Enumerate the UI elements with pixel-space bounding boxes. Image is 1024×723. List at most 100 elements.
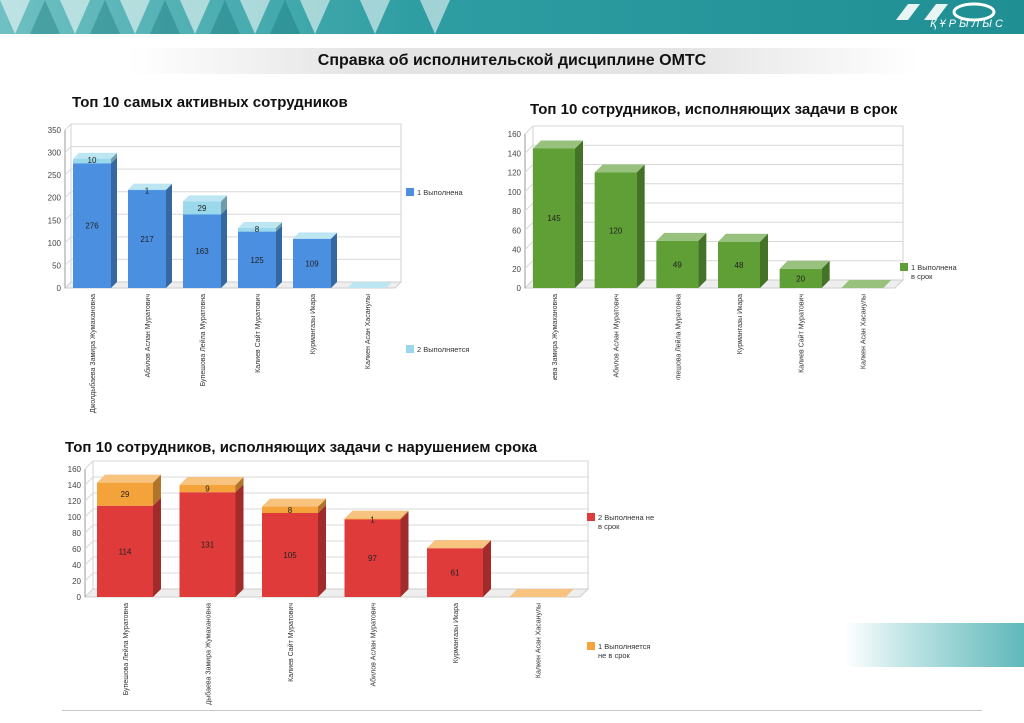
bar-side	[575, 140, 583, 288]
gridline-depth	[84, 508, 94, 518]
bar-side	[400, 510, 409, 520]
y-tick-label: 350	[48, 126, 62, 135]
data-label: 10	[88, 156, 97, 165]
bar-segment	[128, 190, 166, 288]
data-label: 1	[145, 187, 150, 196]
legend-label: 1 Выполнена	[417, 188, 464, 197]
data-label: 109	[305, 259, 319, 268]
bar-side	[166, 184, 172, 288]
gridline-depth	[524, 260, 534, 270]
bar-segment	[262, 506, 318, 513]
bar-segment	[344, 519, 401, 597]
data-label: 8	[288, 506, 293, 515]
bar-side	[153, 474, 161, 506]
gridline-depth	[524, 144, 534, 154]
y-tick-label: 80	[512, 207, 521, 216]
chart2-title: Топ 10 сотрудников, исполняющих задачи в…	[530, 101, 898, 118]
x-tick-label: Калкен Асан Хасанулы	[860, 294, 867, 369]
data-label: 97	[368, 554, 377, 563]
bar-top	[293, 232, 337, 239]
gridline-depth	[84, 492, 94, 502]
y-tick-label: 140	[68, 481, 82, 490]
x-tick-label: Курмангазы Икара	[310, 294, 317, 354]
y-tick-label: 60	[72, 545, 81, 554]
bar-top	[238, 221, 282, 228]
y-tick-label: 20	[512, 265, 521, 274]
bar-top	[779, 260, 830, 269]
legend-label: не в срок	[598, 651, 631, 660]
bar-side	[821, 260, 830, 288]
bar-segment	[73, 163, 111, 288]
bar-top	[533, 140, 583, 149]
gridline-depth	[84, 540, 94, 550]
data-label: 163	[195, 247, 209, 256]
bar-top	[97, 474, 161, 483]
data-label: 131	[201, 541, 215, 550]
logo-mark-icon	[896, 2, 996, 22]
chart1-title: Топ 10 самых активных сотрудников	[72, 94, 348, 111]
x-tick-label: Калиев Сайт Муратович	[287, 603, 295, 682]
x-tick-label: Бупешова Лейла Муратовна	[199, 294, 207, 386]
gridline-depth	[84, 524, 94, 534]
gridline-depth	[64, 213, 72, 221]
data-label: 29	[198, 204, 207, 213]
gridline-depth	[64, 123, 72, 131]
bar-segment	[656, 240, 699, 288]
bar-side	[111, 157, 117, 288]
data-label: 48	[735, 261, 744, 270]
bar-side	[636, 164, 645, 288]
x-tick-label: Курмангазы Икара	[453, 603, 460, 663]
bar-top	[594, 164, 645, 173]
data-label: 125	[250, 256, 264, 265]
y-tick-label: 120	[508, 169, 522, 178]
gridline-depth	[524, 164, 534, 173]
bar-segment	[293, 238, 331, 288]
y-tick-label: 160	[68, 465, 82, 474]
legend-label: 1 Выполнена	[911, 263, 958, 272]
y-tick-label: 200	[48, 194, 62, 203]
y-tick-label: 250	[48, 171, 62, 180]
legend-label: 2 Выполнена не	[598, 513, 654, 522]
bar-side	[276, 221, 282, 232]
bar-side	[318, 505, 326, 597]
bar-segment	[779, 268, 822, 288]
y-tick-label: 0	[77, 593, 82, 602]
bar-top	[718, 233, 768, 242]
bar-side	[235, 484, 244, 597]
x-tick-label: Джолдыбаева Замира Жумахановна	[551, 294, 559, 380]
y-tick-label: 100	[508, 188, 522, 197]
bar-segment	[179, 485, 236, 493]
bar-segment	[262, 513, 318, 597]
gridline-depth	[524, 202, 534, 212]
data-label: 217	[140, 235, 154, 244]
bar-side	[318, 498, 326, 513]
page-title: Справка об исполнительской дисциплине ОМ…	[317, 52, 707, 69]
chart-active-employees: 0 50 100 150 200 250 300 350 276 10 Джолдыбаева За…	[48, 123, 469, 413]
bar-segment	[238, 231, 276, 288]
bar-side	[760, 233, 768, 288]
gridline-depth	[64, 168, 72, 176]
bar-side	[166, 183, 172, 191]
bar-side	[276, 225, 282, 288]
x-tick-label: Калиев Сайт Муратович	[254, 294, 262, 373]
bar-side	[235, 477, 244, 493]
bar-segment	[594, 172, 637, 288]
y-tick-label: 40	[512, 246, 521, 255]
x-tick-label: Бупешова Лейла Муратовна	[122, 603, 130, 695]
bar-segment	[179, 492, 236, 597]
data-label: 276	[85, 222, 99, 231]
bar-segment	[183, 214, 221, 288]
y-tick-label: 160	[508, 130, 522, 139]
gridline-depth	[524, 183, 534, 193]
y-tick-label: 60	[512, 226, 521, 235]
bar-top	[183, 195, 227, 202]
x-tick-label: Калиев Сайт Муратович	[798, 294, 806, 373]
bar-segment	[238, 227, 276, 232]
bar-side	[483, 540, 491, 597]
data-label: 114	[119, 547, 132, 556]
y-tick-label: 40	[72, 561, 81, 570]
legend-swatch	[587, 513, 595, 521]
bar-side	[331, 232, 337, 288]
bar-top	[262, 498, 326, 507]
chart-on-time: 0 20 40 60 80 100 120 140 160 145 Джолдыбаева Зами…	[508, 125, 958, 380]
